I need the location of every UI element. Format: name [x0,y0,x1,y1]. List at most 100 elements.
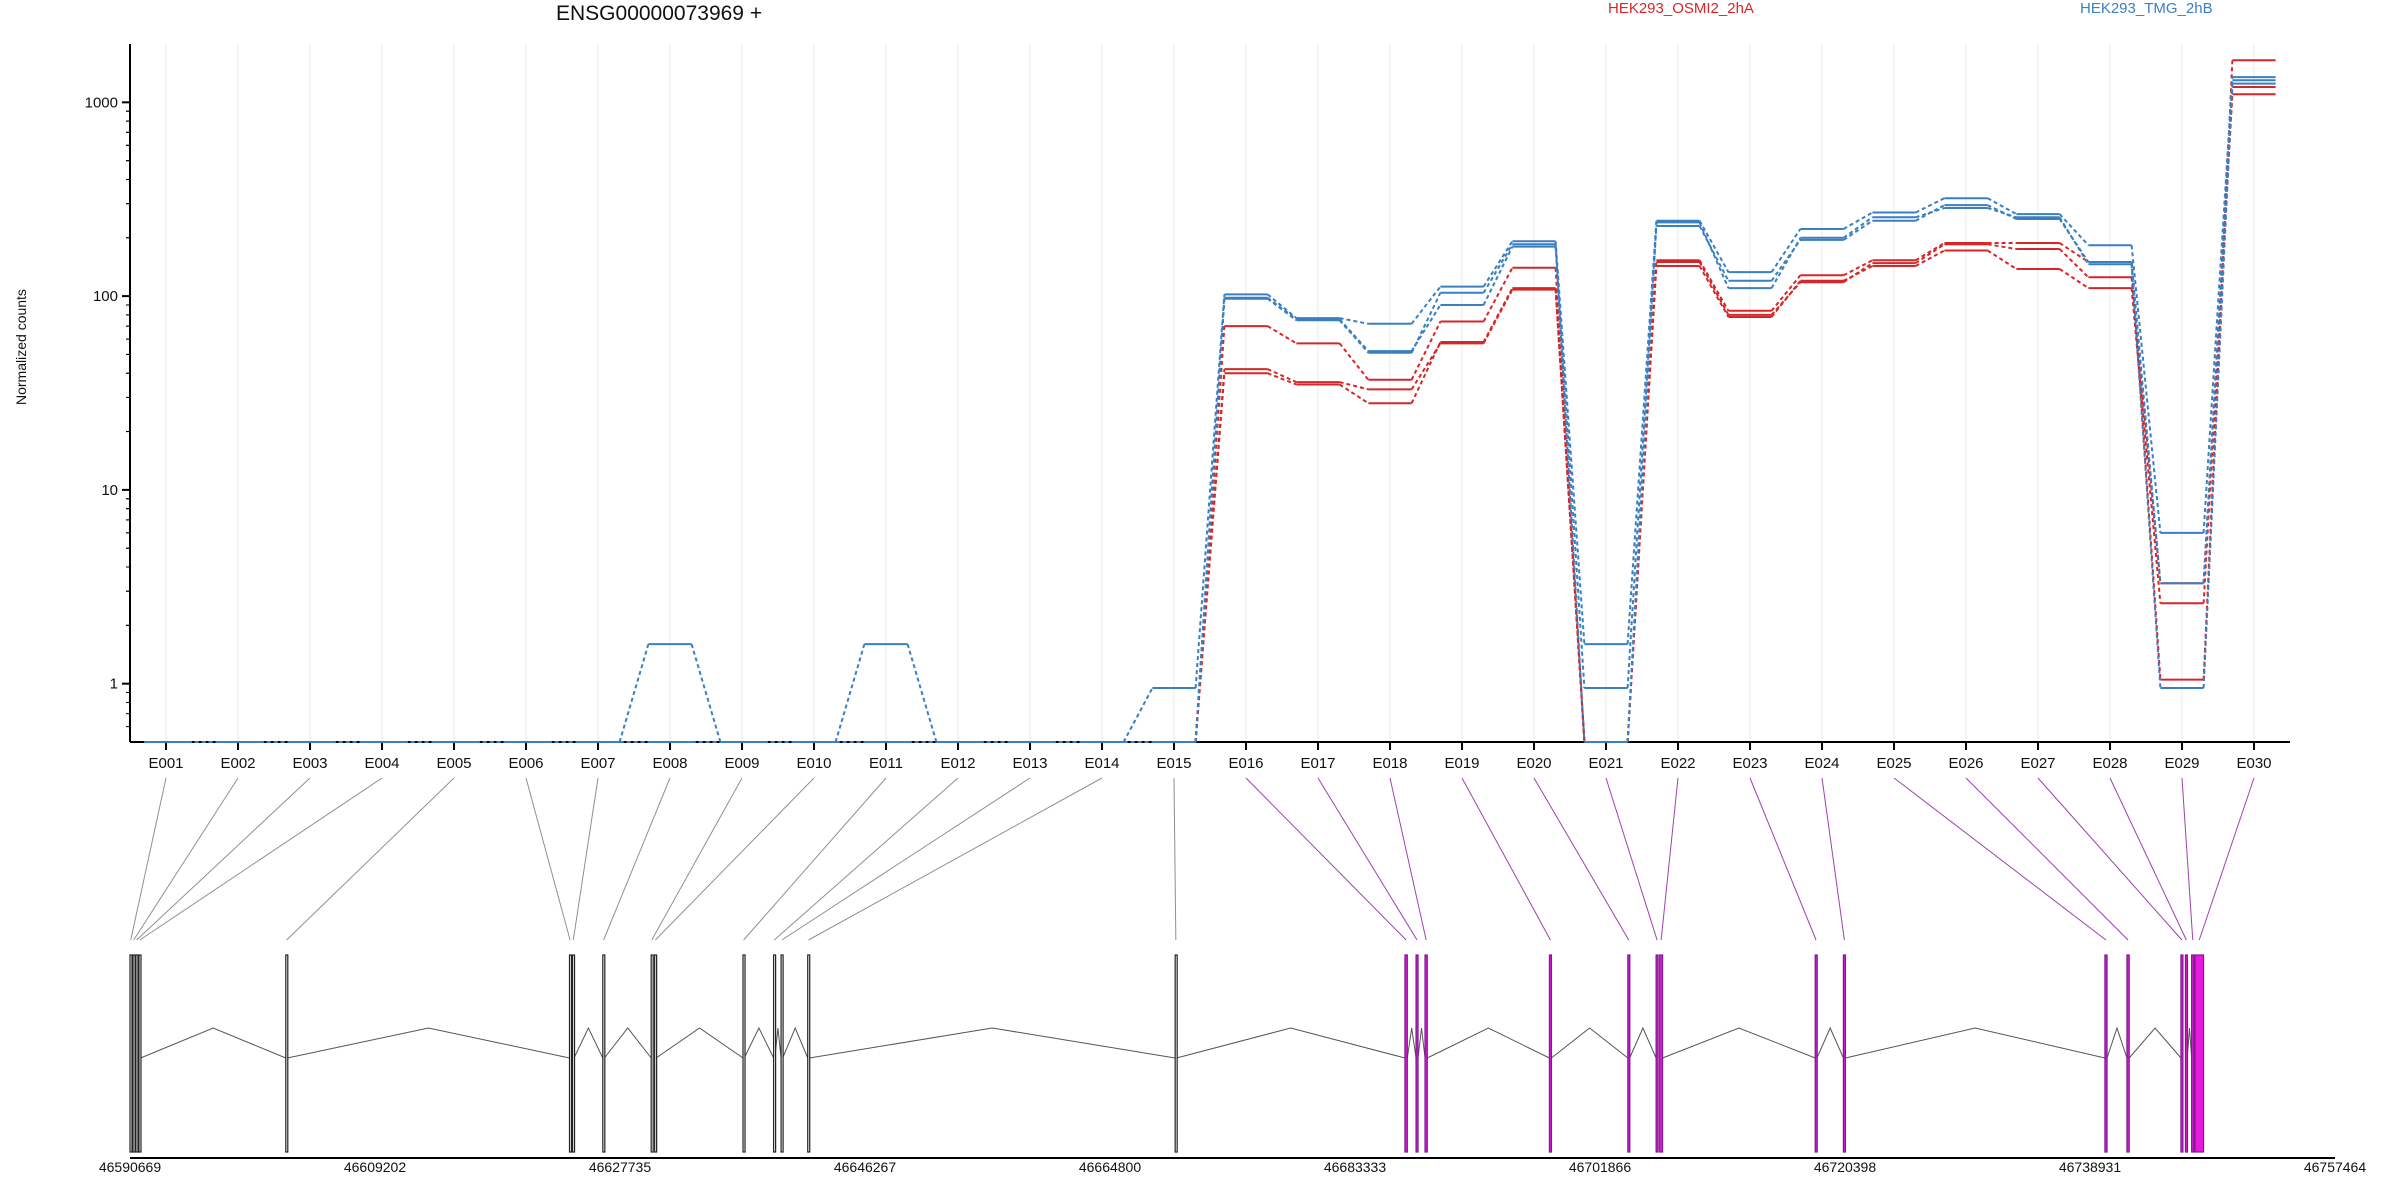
genome-tick-label: 46646267 [834,1159,897,1175]
y-tick-label: 1 [110,676,118,693]
intron-line [1816,1026,1844,1059]
genome-tick-label: 46720398 [1814,1159,1877,1175]
exon-connector [773,777,959,941]
exon-block [1814,954,1818,1153]
series-line [144,79,2276,743]
x-tick-label: E025 [1876,755,1911,772]
x-tick-label: E009 [724,755,759,772]
exon-block [1627,954,1631,1153]
exon-connector [654,777,815,941]
x-tick-label: E030 [2236,755,2271,772]
exon-block [1659,954,1664,1153]
y-tick-label: 1000 [85,94,118,111]
genome-tick-label: 46683333 [1324,1159,1387,1175]
legend-entry-osmi: HEK293_OSMI2_2hA [1608,0,1754,17]
exon-connector [651,777,743,941]
x-tick-label: E016 [1228,755,1263,772]
x-tick-label: E015 [1156,755,1191,772]
intron-line [1406,1027,1417,1059]
chart-title: ENSG00000073969 + [556,2,763,25]
intron-line [1629,1026,1657,1059]
exon-connector [1821,777,1845,941]
x-tick-label: E014 [1084,755,1119,772]
x-tick-label: E023 [1732,755,1767,772]
exon-connector [808,777,1103,941]
intron-line [655,1027,744,1059]
exon-block [2126,954,2130,1153]
exon-connector [525,777,571,941]
intron-line [1417,1027,1426,1059]
exon-connector [1660,777,1679,941]
exon-block [568,954,573,1153]
exon-block [602,954,606,1153]
exon-block [654,954,658,1153]
intron-line [1551,1027,1629,1059]
exon-block [650,954,654,1153]
legend-entry-tmg: HEK293_TMG_2hB [2080,0,2213,17]
x-tick-label: E029 [2164,755,2199,772]
exon-connector [2109,777,2187,941]
x-tick-label: E013 [1012,755,1047,772]
series-line [144,86,2276,743]
series-line [144,76,2276,743]
y-tick-label: 100 [93,288,118,305]
exon-connector [286,777,455,941]
x-tick-label: E007 [580,755,615,772]
exon-block [2104,954,2108,1153]
exon-connector [1965,777,2129,941]
intron-line [287,1027,570,1059]
exon-connector [781,777,1031,941]
x-tick-label: E017 [1300,755,1335,772]
x-tick-label: E022 [1660,755,1695,772]
series-connector [187,77,2234,743]
x-tick-label: E018 [1372,755,1407,772]
exon-block [807,954,811,1153]
genome-tick-label: 46701866 [1569,1159,1632,1175]
series-connector [187,86,2234,743]
series-line [144,59,2276,743]
x-tick-label: E001 [148,755,183,772]
exon-connector [572,777,599,941]
series-connector [187,60,2234,743]
x-tick-label: E012 [940,755,975,772]
exon-block [1424,954,1428,1153]
x-tick-label: E026 [1948,755,1983,772]
exon-connector [1749,777,1817,941]
exon-connector [139,777,383,941]
x-tick-label: E019 [1444,755,1479,772]
exon-connector [1317,777,1418,941]
genome-tick-label: 46664800 [1079,1159,1142,1175]
x-tick-label: E005 [436,755,471,772]
exon-connector [136,777,311,941]
exon-connector [2181,777,2194,941]
exon-block [742,954,746,1153]
exon-connector [1245,777,1407,941]
exon-connector [743,777,887,941]
exon-block [1655,954,1659,1153]
intron-line [743,1026,775,1059]
intron-line [2128,1027,2182,1059]
exon-block [2191,954,2195,1153]
x-tick-label: E028 [2092,755,2127,772]
x-tick-label: E021 [1588,755,1623,772]
genome-tick-label: 46738931 [2059,1159,2122,1175]
exon-connector [1533,777,1630,941]
exon-block [2194,954,2205,1153]
x-tick-label: E010 [796,755,831,772]
exon-connector [2198,777,2255,941]
exon-block [571,954,576,1153]
x-tick-label: E011 [869,755,903,772]
x-tick-label: E002 [220,755,255,772]
exon-block [285,954,289,1153]
intron-line [604,1027,652,1059]
exon-connector [2037,777,2183,941]
x-tick-label: E003 [292,755,327,772]
series-line [144,93,2276,743]
exon-connector [1389,777,1427,941]
x-tick-label: E008 [652,755,687,772]
genome-tick-label: 46590669 [99,1159,162,1175]
exon-block [1842,954,1847,1153]
exon-connector [1893,777,2107,941]
exon-block [1548,954,1553,1153]
exon-block [2184,954,2189,1153]
